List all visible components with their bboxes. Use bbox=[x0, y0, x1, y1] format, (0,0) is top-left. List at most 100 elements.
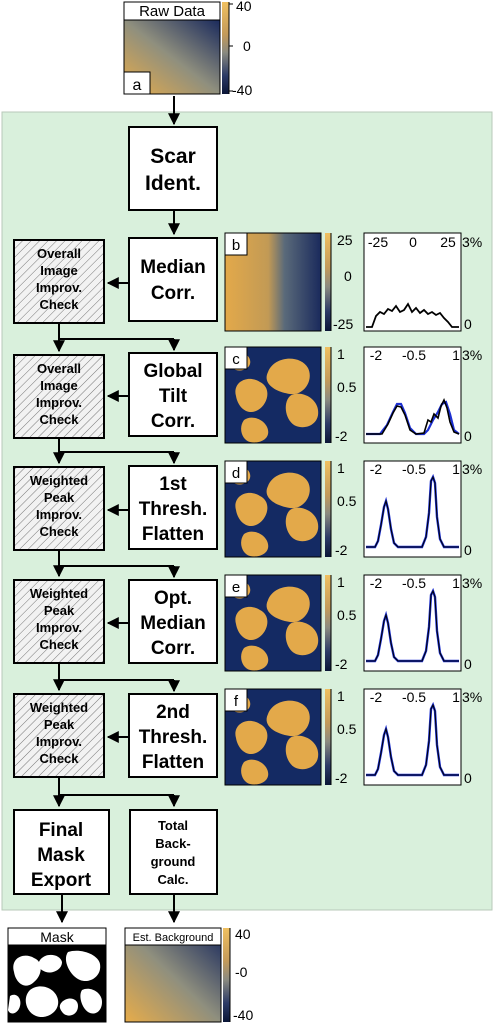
row-b-hist-ytick-bottom: 0 bbox=[464, 316, 472, 332]
check-3-line-3: Improv. bbox=[36, 507, 82, 522]
first-thresh-line-1: 1st bbox=[159, 474, 187, 495]
row-c-hist-xtick-3: 1 bbox=[452, 347, 460, 363]
global-tilt-corr-box: Global Tilt Corr. bbox=[128, 352, 218, 437]
final-mask-line-1: Final bbox=[39, 820, 83, 841]
raw-data-panel-label: a bbox=[133, 77, 142, 94]
row-b-histogram-line bbox=[366, 302, 459, 328]
bg-calc-line-4: Calc. bbox=[157, 872, 188, 887]
median-corr-box: Median Corr. bbox=[128, 237, 218, 322]
mask-blobs bbox=[8, 950, 102, 1018]
raw-cbar-tick-bottom: -40 bbox=[232, 82, 252, 98]
check-1-line-3: Improv. bbox=[36, 280, 82, 295]
second-thresh-line-2: Thresh. bbox=[139, 727, 208, 748]
row-d: d 10.5-2-2 -0.5 1 3%0 bbox=[224, 460, 482, 558]
row-c-hist-ytick-bottom: 0 bbox=[464, 428, 472, 444]
global-tilt-line-1: Global bbox=[143, 361, 202, 382]
first-thresh-line-3: Flatten bbox=[142, 524, 204, 545]
check-5-line-2: Peak bbox=[44, 717, 75, 732]
row-e-hist-xtick-2: -0.5 bbox=[402, 575, 426, 591]
global-tilt-line-3: Corr. bbox=[151, 411, 195, 432]
bottom-colorbar bbox=[223, 928, 230, 1022]
check-5-line-4: Check bbox=[39, 751, 79, 766]
check-4-line-3: Improv. bbox=[36, 620, 82, 635]
check-3-line-1: Weighted bbox=[30, 473, 88, 488]
row-d-label: d bbox=[232, 465, 240, 482]
raw-data-figure: Raw Data a 40 0 -40 bbox=[123, 0, 252, 98]
row-e-cbar-tick-2: 0.5 bbox=[337, 607, 357, 623]
check-4-line-2: Peak bbox=[44, 603, 75, 618]
bottom-cbar-top: 40 bbox=[235, 926, 251, 942]
bg-calc-line-1: Total bbox=[158, 818, 188, 833]
median-corr-line-2: Corr. bbox=[151, 283, 195, 304]
row-c-cbar-tick-1: 1 bbox=[337, 346, 345, 362]
row-f-cbar-tick-3: -2 bbox=[335, 770, 348, 786]
row-f-hist-ytick-bottom: 0 bbox=[464, 770, 472, 786]
row-e-colorbar bbox=[325, 575, 331, 671]
row-f-high-regions bbox=[228, 694, 319, 785]
row-f-histogram-line bbox=[366, 703, 459, 776]
check-box-5: Weighted Peak Improv. Check bbox=[13, 693, 105, 778]
median-corr-line-1: Median bbox=[140, 257, 205, 278]
row-c-label: c bbox=[232, 351, 240, 368]
check-5-line-3: Improv. bbox=[36, 734, 82, 749]
row-b-cbar-top: 25 bbox=[337, 232, 353, 248]
second-thresh-line-3: Flatten bbox=[142, 752, 204, 773]
opt-median-line-3: Corr. bbox=[151, 638, 195, 659]
row-e-hist-ytick-bottom: 0 bbox=[464, 656, 472, 672]
row-e-cbar-tick-3: -2 bbox=[335, 656, 348, 672]
opt-median-corr-box: Opt. Median Corr. bbox=[128, 579, 218, 664]
bg-calc-line-2: Back- bbox=[155, 836, 190, 851]
row-e-hist-xtick-1: -2 bbox=[370, 575, 383, 591]
row-f-hist-xtick-2: -0.5 bbox=[402, 689, 426, 705]
row-b-colorbar bbox=[325, 233, 331, 331]
final-mask-line-3: Export bbox=[31, 870, 92, 891]
row-c-hist-ytick-top: 3% bbox=[462, 347, 482, 363]
row-b-hist-xtick-1: -25 bbox=[368, 234, 388, 250]
estimated-background-title: Est. Background bbox=[133, 932, 214, 944]
row-c-histogram-frame bbox=[363, 346, 462, 444]
check-2-line-2: Image bbox=[40, 378, 78, 393]
row-c-cbar-tick-2: 0.5 bbox=[337, 379, 357, 395]
check-box-2: Overall Image Improv. Check bbox=[13, 354, 105, 439]
raw-cbar-tick-mid: 0 bbox=[243, 38, 251, 54]
bottom-cbar-mid: -0 bbox=[235, 964, 248, 980]
row-b-label: b bbox=[232, 237, 240, 254]
opt-median-line-2: Median bbox=[140, 613, 205, 634]
row-c-colorbar bbox=[325, 347, 331, 443]
row-f-label: f bbox=[234, 693, 239, 710]
row-c: c 10.5-2-2 -0.5 1 3%0 bbox=[224, 346, 482, 444]
check-3-line-4: Check bbox=[39, 524, 79, 539]
row-e-label: e bbox=[232, 579, 240, 596]
check-4-line-4: Check bbox=[39, 637, 79, 652]
row-b-cbar-bottom: -25 bbox=[333, 316, 353, 332]
check-5-line-1: Weighted bbox=[30, 700, 88, 715]
row-f-hist-ytick-top: 3% bbox=[462, 689, 482, 705]
row-e-histogram-line bbox=[366, 589, 459, 662]
row-f: f 10.5-2-2 -0.5 1 3%0 bbox=[224, 688, 482, 786]
row-e-hist-xtick-3: 1 bbox=[452, 575, 460, 591]
row-e: e 10.5-2-2 -0.5 1 3%0 bbox=[224, 574, 482, 672]
row-d-hist-ytick-bottom: 0 bbox=[464, 542, 472, 558]
opt-median-line-1: Opt. bbox=[154, 588, 192, 609]
scar-ident-line-1: Scar bbox=[150, 145, 196, 168]
bottom-cbar-bottom: -40 bbox=[233, 1007, 253, 1023]
row-f-hist-xtick-1: -2 bbox=[370, 689, 383, 705]
check-2-line-3: Improv. bbox=[36, 395, 82, 410]
estimated-background-figure: Est. Background 40 -0 -40 bbox=[124, 926, 253, 1023]
row-d-cbar-tick-2: 0.5 bbox=[337, 493, 357, 509]
mask-title: Mask bbox=[40, 929, 74, 945]
second-thresh-flatten-box: 2nd Thresh. Flatten bbox=[128, 693, 218, 778]
check-1-line-2: Image bbox=[40, 263, 78, 278]
row-d-histogram-line bbox=[366, 475, 459, 548]
row-b-hist-ytick-top: 3% bbox=[462, 234, 482, 250]
row-f-cbar-tick-1: 1 bbox=[337, 688, 345, 704]
row-b-cbar-mid: 0 bbox=[344, 268, 352, 284]
row-d-hist-xtick-1: -2 bbox=[370, 461, 383, 477]
row-d-cbar-tick-3: -2 bbox=[335, 542, 348, 558]
check-2-line-4: Check bbox=[39, 412, 79, 427]
row-f-histogram-frame bbox=[363, 688, 462, 786]
final-mask-line-2: Mask bbox=[37, 845, 85, 866]
check-box-1: Overall Image Improv. Check bbox=[13, 239, 105, 324]
row-c-hist-xtick-1: -2 bbox=[370, 347, 383, 363]
global-tilt-line-2: Tilt bbox=[159, 386, 188, 407]
